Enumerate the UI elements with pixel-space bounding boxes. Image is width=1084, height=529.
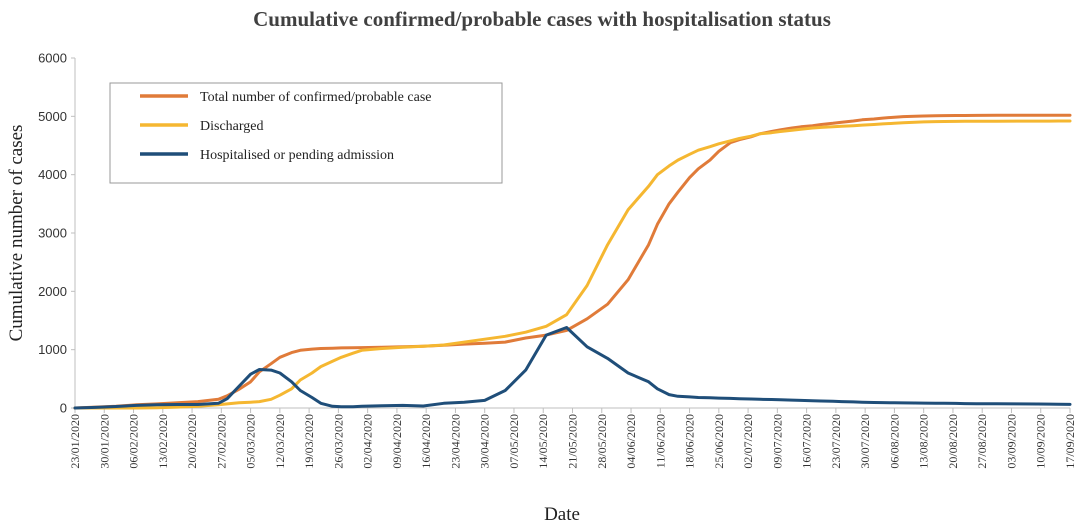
x-tick-label: 23/01/2020	[68, 414, 82, 469]
x-tick-label: 12/03/2020	[273, 414, 287, 469]
x-tick-label: 19/03/2020	[302, 414, 316, 469]
series-discharged-line	[73, 119, 1072, 410]
x-tick-label: 18/06/2020	[683, 414, 697, 469]
y-tick-label: 0	[60, 401, 67, 416]
x-tick-label: 04/06/2020	[624, 414, 638, 469]
legend-box	[109, 82, 503, 184]
x-tick-label: 05/03/2020	[244, 414, 258, 469]
x-axis: 23/01/2020 30/01/2020 06/02/2020 13/02/2020…	[68, 407, 1077, 469]
x-tick-label: 10/09/2020	[1034, 414, 1048, 469]
y-axis-label: Cumulative number of cases	[6, 125, 27, 342]
x-tick-label: 17/09/2020	[1063, 414, 1077, 469]
y-tick-label: 2000	[38, 284, 67, 299]
x-tick-label: 13/02/2020	[156, 414, 170, 469]
x-tick-label: 28/05/2020	[595, 414, 609, 469]
x-tick-label: 03/09/2020	[1004, 414, 1018, 469]
y-tick-label: 6000	[38, 51, 67, 66]
legend-label-hospitalised: Hospitalised or pending admission	[200, 148, 394, 163]
x-tick-label: 30/04/2020	[478, 414, 492, 469]
legend-label-total: Total number of confirmed/probable case	[200, 90, 432, 105]
x-tick-label: 20/02/2020	[185, 414, 199, 469]
x-tick-label: 06/02/2020	[127, 414, 141, 469]
x-tick-label: 07/05/2020	[507, 414, 521, 469]
x-tick-label: 20/08/2020	[946, 414, 960, 469]
chart-title: Cumulative confirmed/probable cases with…	[253, 7, 831, 31]
y-tick-label: 1000	[38, 342, 67, 357]
x-tick-label: 30/01/2020	[97, 414, 111, 469]
x-tick-label: 26/03/2020	[331, 414, 345, 469]
x-tick-label: 09/04/2020	[390, 414, 404, 469]
series-layer	[73, 113, 1072, 410]
x-tick-label: 06/08/2020	[887, 414, 901, 469]
x-tick-label: 27/02/2020	[214, 414, 228, 469]
y-tick-label: 4000	[38, 167, 67, 182]
x-tick-label: 14/05/2020	[536, 414, 550, 469]
x-tick-label: 09/07/2020	[770, 414, 784, 469]
y-axis: 0 1000 2000 3000 4000 5000 6000	[38, 51, 76, 416]
y-tick-label: 3000	[38, 226, 67, 241]
x-tick-label: 13/08/2020	[917, 414, 931, 469]
x-axis-label: Date	[544, 504, 580, 525]
x-tick-label: 16/04/2020	[419, 414, 433, 469]
x-tick-label: 23/07/2020	[829, 414, 843, 469]
legend: Total number of confirmed/probable case …	[109, 82, 503, 184]
x-tick-label: 02/04/2020	[361, 414, 375, 469]
legend-label-discharged: Discharged	[200, 119, 264, 134]
x-tick-label: 16/07/2020	[800, 414, 814, 469]
x-tick-label: 23/04/2020	[448, 414, 462, 469]
x-tick-label: 11/06/2020	[653, 414, 667, 468]
series-total-line	[73, 113, 1072, 410]
x-tick-label: 30/07/2020	[858, 414, 872, 469]
y-tick-label: 5000	[38, 109, 67, 124]
x-tick-label: 21/05/2020	[566, 414, 580, 469]
x-tick-label: 27/08/2020	[975, 414, 989, 469]
x-tick-label: 02/07/2020	[741, 414, 755, 469]
series-hospitalised-line	[73, 326, 1072, 410]
x-tick-label: 25/06/2020	[712, 414, 726, 469]
